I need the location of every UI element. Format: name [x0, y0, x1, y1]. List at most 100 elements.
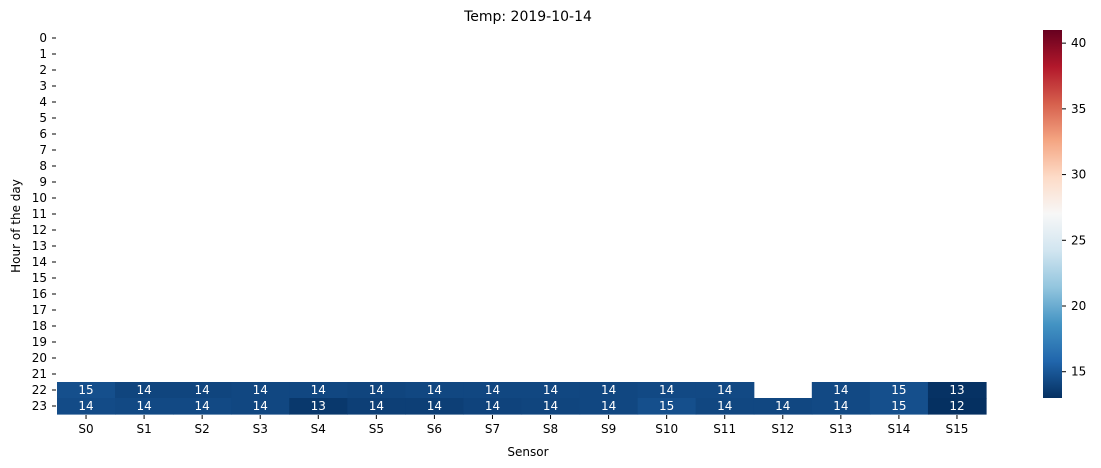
- y-tick-label: 3: [39, 79, 47, 93]
- cell-value-label: 14: [485, 399, 500, 413]
- cell-value-label: 14: [543, 399, 558, 413]
- y-tick-label: 1: [39, 47, 47, 61]
- heatmap-cell: [579, 398, 639, 415]
- y-tick-label: 19: [32, 335, 47, 349]
- heatmap-cell: [231, 382, 290, 399]
- cell-value-label: 14: [78, 399, 93, 413]
- heatmap-cell: [695, 382, 755, 399]
- cell-value-label: 14: [311, 383, 326, 397]
- y-tick-label: 13: [32, 239, 47, 253]
- y-tick-label: 10: [32, 191, 47, 205]
- heatmap-cell: [579, 382, 639, 399]
- cell-value-label: 14: [833, 383, 848, 397]
- heatmap-cell: [927, 382, 987, 399]
- x-axis: S0 S1 S2 S3 S4 S5 S6 S7 S8 S9 S10 S11 S12 S13 S14 S15: [78, 415, 968, 436]
- colorbar-tick-label: 30: [1071, 168, 1086, 182]
- cell-value-label: 15: [78, 383, 93, 397]
- y-tick-label: 9: [39, 175, 47, 189]
- cell-value-label: 14: [717, 399, 732, 413]
- y-tick-label: 11: [32, 207, 47, 221]
- x-tick-label: S8: [543, 422, 558, 436]
- cell-value-label: 15: [891, 383, 906, 397]
- cell-value-label: 13: [311, 399, 326, 413]
- heatmap-cell: [347, 382, 406, 399]
- heatmap-cell: [289, 382, 348, 399]
- cell-value-label: 14: [427, 399, 442, 413]
- y-tick-label: 23: [32, 399, 47, 413]
- y-tick-label: 0: [39, 31, 47, 45]
- cell-value-label: 14: [427, 383, 442, 397]
- cell-value-label: 14: [369, 399, 384, 413]
- x-tick-label: S2: [195, 422, 210, 436]
- x-tick-label: S3: [253, 422, 268, 436]
- x-tick-label: S4: [311, 422, 326, 436]
- cell-value-label: 13: [949, 383, 964, 397]
- x-tick-label: S13: [829, 422, 852, 436]
- colorbar-tick-label: 40: [1071, 36, 1086, 50]
- x-tick-label: S7: [485, 422, 500, 436]
- heatmap-cell: [231, 398, 290, 415]
- x-tick-label: S10: [655, 422, 678, 436]
- chart-title: Temp: 2019-10-14: [463, 9, 592, 25]
- cell-value-label: 14: [717, 383, 732, 397]
- heatmap-cell: [173, 382, 232, 399]
- cell-value-label: 14: [136, 383, 151, 397]
- cell-value-label: 14: [136, 399, 151, 413]
- heatmap-cell: [57, 382, 116, 399]
- x-tick-label: S15: [946, 422, 969, 436]
- heatmap-cell: [695, 398, 755, 415]
- y-tick-label: 18: [32, 319, 47, 333]
- heatmap-cell: [753, 398, 813, 415]
- heatmap-cell: [521, 398, 581, 415]
- heatmap-cell: [869, 398, 929, 415]
- x-axis-label: Sensor: [507, 445, 548, 459]
- colorbar-tick-label: 20: [1071, 299, 1086, 313]
- cell-value-label: 15: [891, 399, 906, 413]
- cell-value-label: 14: [369, 383, 384, 397]
- y-tick-label: 12: [32, 223, 47, 237]
- heatmap-cell: [289, 398, 348, 415]
- x-tick-label: S11: [713, 422, 736, 436]
- colorbar-tick-label: 15: [1071, 365, 1086, 379]
- colorbar-tick-label: 25: [1071, 233, 1086, 247]
- cell-value-label: 14: [601, 383, 616, 397]
- cell-value-label: 14: [659, 383, 674, 397]
- x-tick-label: S9: [601, 422, 616, 436]
- x-tick-label: S6: [427, 422, 442, 436]
- heatmap-cell: [347, 398, 406, 415]
- y-tick-label: 17: [32, 303, 47, 317]
- y-tick-label: 7: [39, 143, 47, 157]
- y-tick-label: 8: [39, 159, 47, 173]
- y-tick-label: 15: [32, 271, 47, 285]
- cell-value-label: 14: [543, 383, 558, 397]
- y-tick-label: 20: [32, 351, 47, 365]
- cell-value-label: 14: [195, 399, 210, 413]
- x-tick-label: S1: [136, 422, 151, 436]
- heatmap-cells: [57, 382, 987, 415]
- heatmap-cell: [115, 398, 174, 415]
- x-tick-label: S0: [78, 422, 93, 436]
- cell-value-label: 14: [253, 383, 268, 397]
- colorbar: [1043, 30, 1062, 398]
- colorbar-ticks: 15 20 25 30 35 40: [1062, 36, 1086, 379]
- heatmap-cell: [463, 398, 523, 415]
- heatmap-cell: [463, 382, 523, 399]
- x-tick-label: S5: [369, 422, 384, 436]
- heatmap-cell: [405, 382, 465, 399]
- heatmap-cell: [869, 382, 929, 399]
- heatmap-cell: [811, 382, 871, 399]
- x-tick-label: S12: [771, 422, 794, 436]
- cell-value-label: 14: [833, 399, 848, 413]
- y-tick-label: 22: [32, 383, 47, 397]
- heatmap-cell: [521, 382, 581, 399]
- heatmap-cell: [57, 398, 116, 415]
- cell-value-label: 14: [195, 383, 210, 397]
- y-axis-label: Hour of the day: [9, 179, 23, 273]
- cell-value-label: 14: [601, 399, 616, 413]
- heatmap-cell: [927, 398, 987, 415]
- y-tick-label: 5: [39, 111, 47, 125]
- x-tick-label: S14: [887, 422, 910, 436]
- heatmap-cell: [811, 398, 871, 415]
